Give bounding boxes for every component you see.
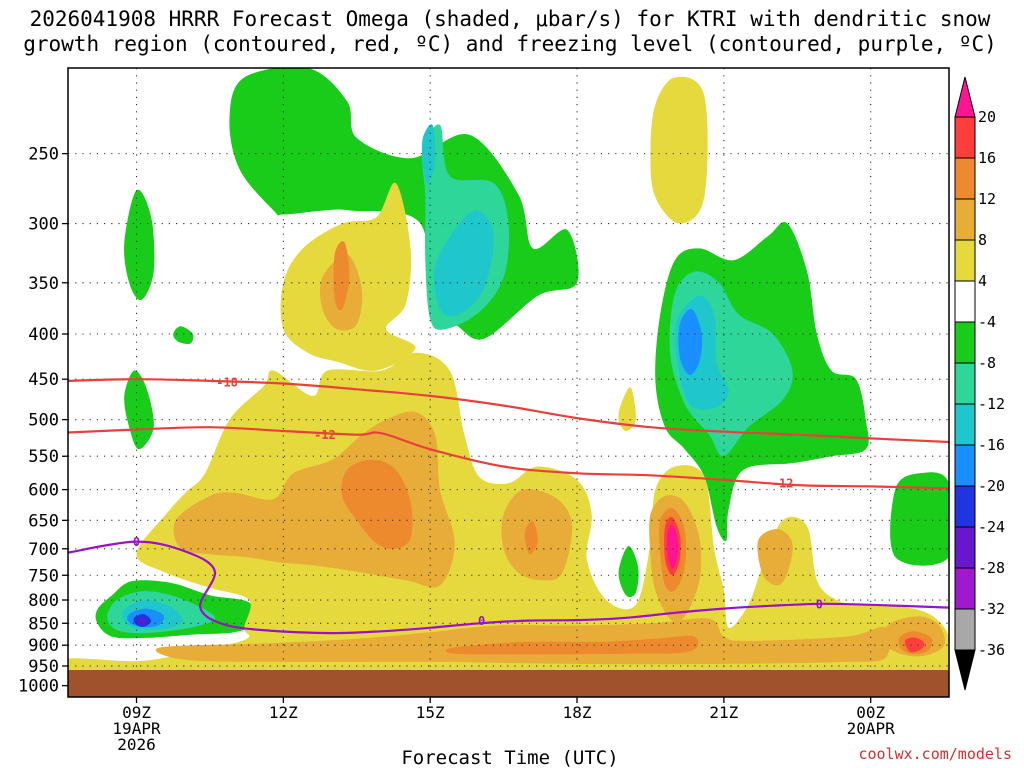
x-tick-label-12Z-0: 12Z [269, 703, 298, 722]
y-tick-label-700: 700 [28, 540, 59, 560]
y-tick-label-300: 300 [28, 215, 59, 235]
x-tick-label-09Z-0: 09Z [122, 703, 151, 722]
colorbar-label-2: 12 [978, 190, 996, 208]
x-tick-label-09Z-1: 19APR [112, 719, 161, 738]
x-axis-label: Forecast Time (UTC) [401, 747, 618, 768]
colorbar: 20 16 12 8 4 -4 -8 -12 -16 -20 -24 -28 -32 -36 [954, 76, 1005, 691]
colorbar-over-arrow [954, 76, 976, 118]
colorbar-band-2 [954, 198, 976, 241]
colorbar-label-11: -28 [978, 559, 1005, 577]
y-tick-label-250: 250 [28, 145, 59, 165]
contour-layer: -18 -12 -12 0 0 0 [68, 375, 949, 635]
isotherm--18 [68, 378, 949, 444]
colorbar-label-0: 20 [978, 108, 996, 126]
omega-region-30 [341, 459, 413, 550]
contour-label-1: -12 [314, 428, 336, 442]
colorbar-band-9 [954, 485, 976, 528]
colorbar-band-10 [954, 526, 976, 569]
contour-label-4: 0 [478, 614, 485, 628]
contour-label-5: 0 [816, 597, 823, 611]
isotherm--12 [68, 426, 949, 490]
ground-layer [68, 669, 949, 697]
colorbar-band-4 [954, 280, 976, 323]
plot-frame [67, 67, 950, 698]
colorbar-band-11 [954, 567, 976, 610]
colorbar-label-7: -12 [978, 395, 1005, 413]
colorbar-band-7 [954, 403, 976, 446]
omega-region-6 [618, 545, 639, 598]
colorbar-band-3 [954, 239, 976, 282]
omega-region-2 [173, 326, 194, 344]
contour-label-3: 0 [133, 535, 140, 549]
colorbar-label-13: -36 [978, 641, 1005, 659]
y-tick-label-500: 500 [28, 411, 59, 431]
omega-region-26 [757, 529, 793, 586]
source-credit: coolwx.com/models [858, 745, 1012, 763]
y-tick-label-650: 650 [28, 511, 59, 531]
colorbar-band-1 [954, 157, 976, 200]
omega-region-37 [904, 637, 925, 653]
y-axis: 2503003504004505005506006507007508008509… [18, 145, 68, 697]
colorbar-label-5: -4 [978, 313, 996, 331]
x-tick-label-09Z-2: 2026 [117, 735, 156, 754]
omega-region-29 [155, 618, 891, 665]
colorbar-label-8: -16 [978, 436, 1005, 454]
colorbar-label-9: -20 [978, 477, 1005, 495]
ground-fill [68, 669, 949, 697]
x-tick-label-00Z-1: 20APR [847, 719, 896, 738]
y-tick-label-550: 550 [28, 447, 59, 467]
colorbar-label-6: -8 [978, 354, 996, 372]
omega-region-38 [667, 524, 678, 570]
colorbar-label-10: -24 [978, 518, 1005, 536]
omega-region-11 [433, 210, 494, 317]
x-tick-label-15Z-0: 15Z [416, 703, 445, 722]
y-tick-label-1000: 1000 [18, 677, 59, 697]
x-tick-label-00Z-0: 00Z [856, 703, 885, 722]
colorbar-band-0 [954, 116, 976, 159]
y-tick-label-350: 350 [28, 274, 59, 294]
chart-title-line1: 2026041908 HRRR Forecast Omega (shaded, … [30, 7, 991, 31]
omega-region-15 [678, 309, 703, 375]
y-tick-label-850: 850 [28, 614, 59, 634]
chart-title-line2: growth region (contoured, red, ºC) and f… [23, 32, 997, 56]
plot-area: -18 -12 -12 0 0 0 [67, 67, 950, 698]
x-tick-label-21Z-0: 21Z [709, 703, 738, 722]
y-tick-label-950: 950 [28, 657, 59, 677]
omega-shading-layer [68, 68, 949, 673]
y-tick-label-800: 800 [28, 591, 59, 611]
omega-region-32 [524, 521, 538, 555]
y-tick-label-450: 450 [28, 370, 59, 390]
colorbar-band-5 [954, 321, 976, 364]
omega-region-31 [333, 241, 350, 311]
colorbar-label-3: 8 [978, 231, 987, 249]
colorbar-label-4: 4 [978, 272, 987, 290]
colorbar-band-6 [954, 362, 976, 405]
colorbar-label-1: 16 [978, 149, 996, 167]
colorbar-band-8 [954, 444, 976, 487]
isotherm-0 [68, 540, 949, 635]
y-tick-label-900: 900 [28, 636, 59, 656]
x-tick-label-18Z-0: 18Z [563, 703, 592, 722]
y-tick-label-400: 400 [28, 325, 59, 345]
colorbar-band-12 [954, 608, 976, 651]
y-tick-label-750: 750 [28, 566, 59, 586]
omega-region-22 [650, 76, 708, 224]
contour-label-0: -18 [216, 375, 238, 389]
colorbar-under-arrow [954, 649, 976, 691]
contour-label-2: -12 [772, 477, 794, 491]
omega-region-5 [890, 472, 949, 566]
omega-region-1 [124, 189, 155, 301]
y-tick-label-600: 600 [28, 481, 59, 501]
colorbar-label-12: -32 [978, 600, 1005, 618]
